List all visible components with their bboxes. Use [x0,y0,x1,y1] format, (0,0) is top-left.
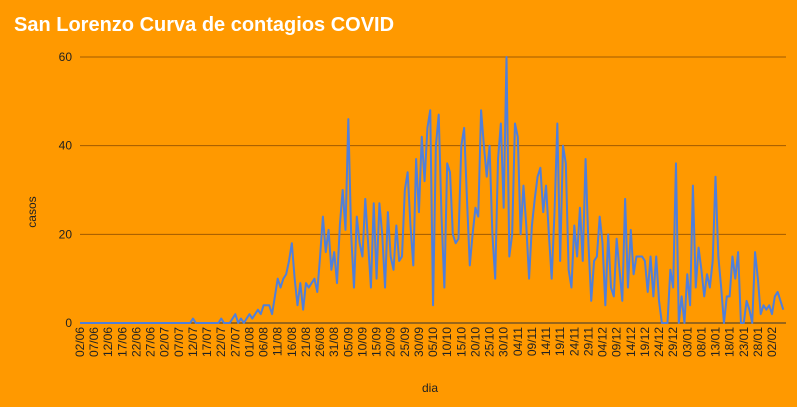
x-tick-label: 20/09 [384,327,398,357]
x-axis-label: dia [422,381,438,395]
x-tick-label: 06/08 [257,327,271,357]
x-tick-label: 07/06 [87,327,101,357]
x-tick-label: 26/08 [313,327,327,357]
x-tick-label: 27/06 [144,327,158,357]
x-tick-label: 09/12 [610,327,624,357]
x-tick-label: 27/07 [228,327,242,357]
x-tick-label: 22/07 [214,327,228,357]
x-tick-label: 02/02 [765,327,779,357]
x-tick-label: 18/01 [723,327,737,357]
x-tick-label: 03/01 [680,327,694,357]
x-tick-label: 24/12 [652,327,666,357]
x-tick-label: 15/10 [454,327,468,357]
x-tick-label: 21/08 [299,327,313,357]
x-tick-label: 23/01 [737,327,751,357]
x-tick-label: 17/06 [115,327,129,357]
x-tick-label: 12/07 [186,327,200,357]
x-tick-label: 30/09 [412,327,426,357]
y-axis-label: casos [25,196,39,227]
x-tick-label: 29/11 [581,327,595,356]
x-tick-label: 14/12 [624,327,638,357]
x-tick-label: 04/12 [596,327,610,357]
data-line [80,56,785,324]
x-tick-label: 08/01 [694,327,708,357]
chart-title: San Lorenzo Curva de contagios COVID [14,14,394,36]
x-tick-label: 02/07 [158,327,172,357]
x-tick-label: 01/08 [242,327,256,357]
x-tick-label: 05/10 [426,327,440,357]
x-tick-label: 05/09 [341,327,355,357]
x-tick-label: 30/10 [497,327,511,357]
x-tick-label: 25/10 [483,327,497,357]
y-tick-label: 40 [59,139,73,153]
x-tick-label: 10/09 [355,327,369,357]
x-tick-label: 16/08 [285,327,299,357]
y-tick-label: 0 [65,316,72,330]
x-tick-label: 24/11 [567,327,581,356]
x-tick-label: 12/06 [101,327,115,357]
x-tick-label: 11/08 [271,327,285,356]
x-tick-label: 19/11 [553,327,567,356]
x-tick-label: 25/09 [398,327,412,357]
x-tick-label: 22/06 [129,327,143,357]
x-tick-label: 10/10 [440,327,454,357]
x-tick-label: 14/11 [539,327,553,356]
x-tick-label: 29/12 [666,327,680,357]
x-tick-label: 09/11 [525,327,539,356]
x-tick-label: 20/10 [468,327,482,357]
y-tick-label: 60 [59,50,73,64]
x-tick-label: 13/01 [709,327,723,357]
x-tick-label: 17/07 [200,327,214,357]
x-tick-label: 31/08 [327,327,341,357]
x-tick-label: 28/01 [751,327,765,357]
x-tick-label: 04/11 [511,327,525,356]
x-tick-label: 15/09 [370,327,384,357]
y-tick-label: 20 [59,227,73,241]
x-tick-label: 02/06 [73,327,87,357]
x-tick-label: 19/12 [638,327,652,357]
x-tick-label: 07/07 [172,327,186,357]
